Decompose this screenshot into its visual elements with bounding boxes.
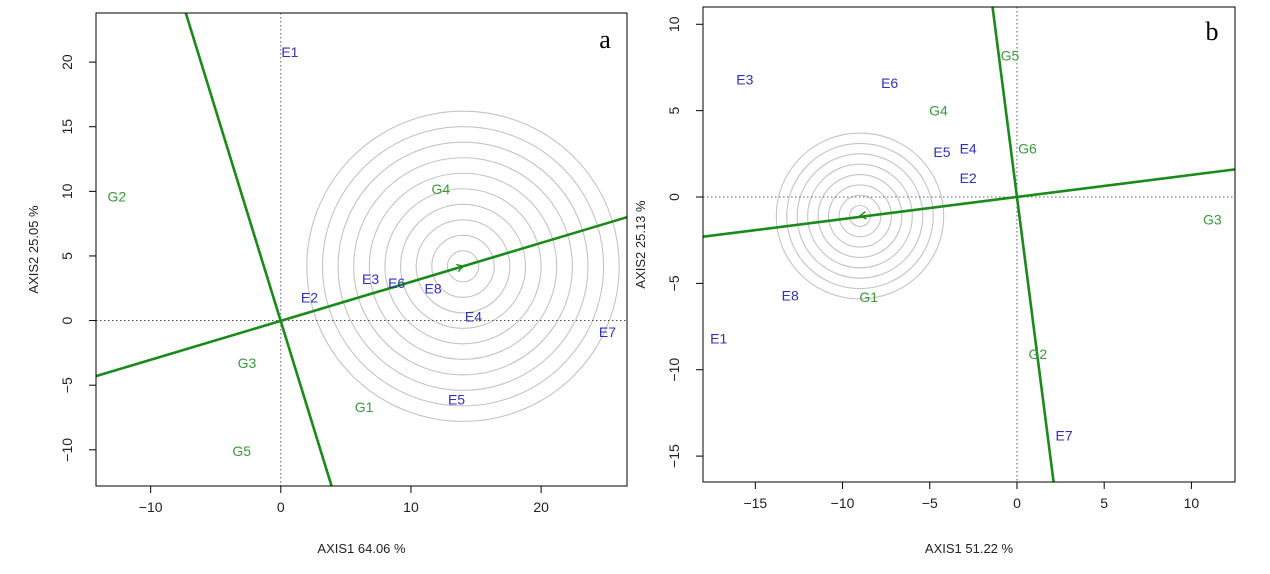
x-tick-label: 10 [1184, 495, 1200, 511]
y-tick-label: 0 [59, 316, 75, 324]
concentric-circle [838, 194, 882, 238]
plot-area: E3 E6 E5 E4 E2 E8 E1 E7 G5 G4 G6 G3 G1 G2 [703, 7, 1235, 482]
x-tick-label: 10 [403, 499, 419, 515]
y-tick-label: −15 [666, 444, 682, 468]
plot-area: E1 E2 E3 E6 E8 E4 E5 E7 G2 G4 G3 G1 G5 [96, 13, 627, 486]
y-tick-label: 10 [59, 183, 75, 199]
x-tick-label: −10 [831, 495, 855, 511]
concentric-circle [828, 184, 892, 248]
y-tick-label: −5 [59, 377, 75, 393]
genotype-point-g2: G2 [107, 189, 126, 205]
average-environment-axis [96, 215, 627, 378]
panel-letter: b [1206, 17, 1219, 46]
perpendicular-axis [184, 13, 333, 486]
concentric-circle [337, 141, 589, 391]
plot-frame [95, 12, 628, 487]
genotype-point-g6: G6 [1018, 141, 1037, 157]
y-tick-label: 15 [59, 119, 75, 135]
y-tick-label: −5 [666, 275, 682, 291]
environment-point-e5: E5 [933, 144, 950, 160]
y-tick-label: 10 [666, 16, 682, 32]
genotype-point-g3: G3 [238, 355, 257, 371]
y-axis-label: AXIS2 25.13 % [633, 200, 648, 289]
environment-point-e5: E5 [448, 391, 465, 407]
average-environment-axis [703, 168, 1235, 239]
concentric-circle [775, 132, 945, 300]
x-tick-label: 0 [277, 499, 285, 515]
x-tick-label: −15 [743, 495, 767, 511]
x-tick-label: −5 [922, 495, 938, 511]
genotype-point-g4: G4 [432, 181, 451, 197]
environment-point-e2: E2 [960, 170, 977, 186]
x-tick-label: 20 [533, 499, 549, 515]
x-tick-label: 0 [1013, 495, 1021, 511]
y-tick-label: 0 [666, 193, 682, 201]
concentric-circle [807, 163, 913, 269]
environment-point-e7: E7 [599, 324, 616, 340]
plot-frame [702, 6, 1236, 483]
ideal-point-arrow [858, 211, 867, 220]
perpendicular-axis [991, 7, 1055, 482]
concentric-circle [321, 126, 605, 407]
genotype-point-g2: G2 [1029, 346, 1048, 362]
environment-point-e8: E8 [425, 280, 442, 296]
concentric-circle [817, 173, 903, 259]
genotype-point-g1: G1 [355, 399, 374, 415]
y-tick-label: 20 [59, 54, 75, 70]
concentric-circle [431, 234, 495, 298]
environment-point-e4: E4 [465, 309, 482, 325]
concentric-circle [306, 110, 620, 422]
concentric-circle [446, 250, 480, 283]
environment-point-e6: E6 [881, 75, 898, 91]
genotype-point-g3: G3 [1203, 211, 1222, 227]
x-tick-label: 5 [1100, 495, 1108, 511]
concentric-circle [796, 153, 924, 279]
panel-letter: a [599, 25, 611, 54]
y-axis-label: AXIS2 25.05 % [26, 205, 41, 294]
concentric-circle [353, 157, 573, 376]
concentric-circle [786, 142, 934, 290]
y-tick-label: 5 [59, 252, 75, 260]
environment-point-e8: E8 [782, 287, 799, 303]
environment-point-e4: E4 [960, 141, 977, 157]
concentric-circle [415, 219, 511, 314]
panel-b: E3 E6 E5 E4 E2 E8 E1 E7 G5 G4 G6 G3 G1 G2 −15 −10 −5 0 5 10… [633, 6, 1236, 556]
environment-point-e3: E3 [736, 72, 753, 88]
y-tick-label: −10 [59, 438, 75, 462]
point-labels: E3 E6 E5 E4 E2 E8 E1 E7 G5 G4 G6 G3 G1 G2 [710, 47, 1222, 443]
x-axis-label: AXIS1 51.22 % [925, 541, 1014, 556]
ideal-point-arrow [456, 263, 465, 272]
genotype-point-g4: G4 [929, 103, 948, 119]
genotype-point-g1: G1 [859, 289, 878, 305]
concentric-circle [399, 203, 527, 329]
environment-point-e6: E6 [388, 275, 405, 291]
genotype-point-g5: G5 [1001, 47, 1020, 63]
x-tick-label: −10 [139, 499, 163, 515]
x-axis-label: AXIS1 64.06 % [317, 541, 406, 556]
panel-a: E1 E2 E3 E6 E8 E4 E5 E7 G2 G4 G3 G1 G5 −10 0 10 20 −10 −5 0… [26, 12, 628, 556]
point-labels: E1 E2 E3 E6 E8 E4 E5 E7 G2 G4 G3 G1 G5 [107, 44, 616, 459]
environment-point-e1: E1 [710, 331, 727, 347]
y-tick-label: −10 [666, 358, 682, 382]
concentric-circle [368, 172, 558, 360]
environment-point-e2: E2 [301, 289, 318, 305]
environment-point-e7: E7 [1055, 427, 1072, 443]
genotype-point-g5: G5 [232, 443, 251, 459]
environment-point-e3: E3 [362, 271, 379, 287]
concentric-circle [384, 188, 542, 345]
y-tick-label: 5 [666, 107, 682, 115]
environment-point-e1: E1 [281, 44, 298, 60]
